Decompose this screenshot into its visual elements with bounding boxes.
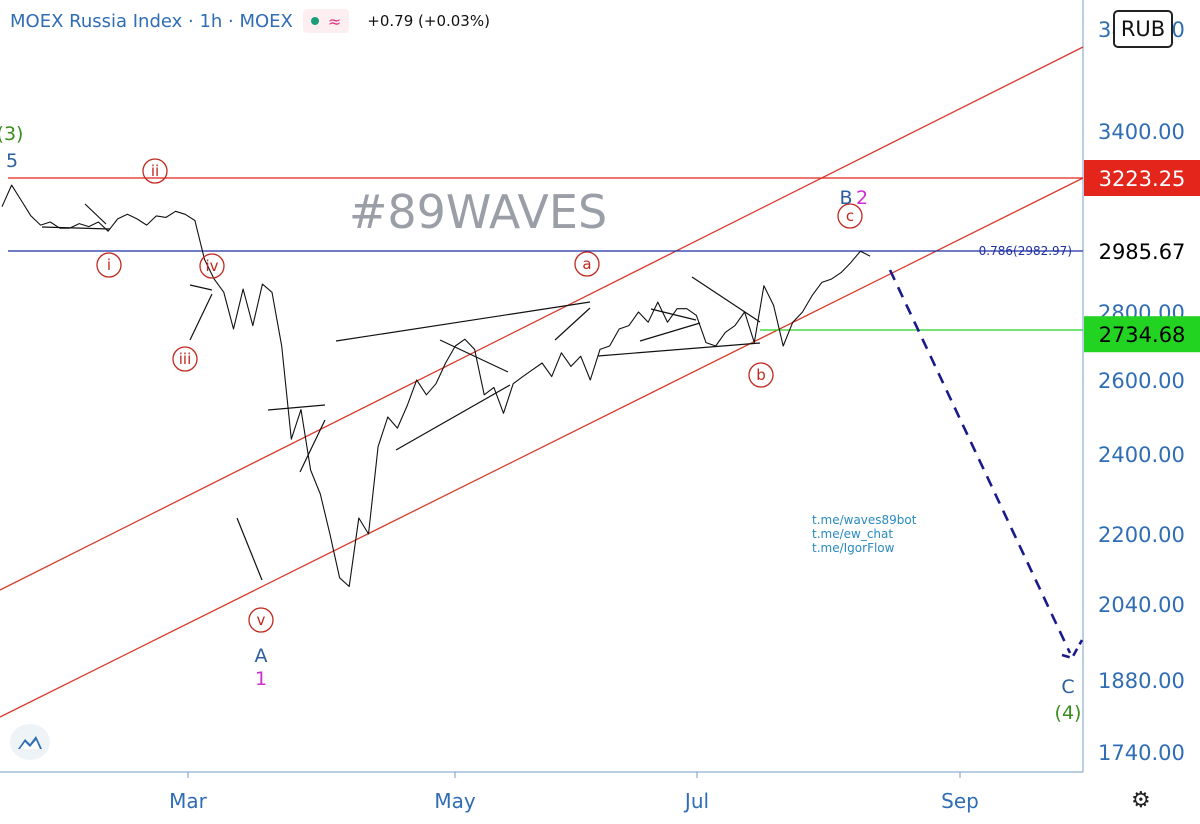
svg-text:ii: ii — [151, 162, 159, 180]
svg-text:a: a — [582, 255, 591, 273]
settings-gear-icon[interactable]: ⚙ — [1131, 788, 1151, 813]
market-status-pill[interactable]: ≈ — [302, 9, 350, 33]
watermark-text: #89WAVES — [349, 185, 607, 239]
wave-label: A — [255, 645, 268, 667]
chart-header: MOEX Russia Index · 1h · MOEX ≈ +0.79 (+… — [10, 9, 490, 33]
wave-label: a — [574, 251, 600, 277]
wave-label: 5 — [6, 150, 18, 172]
price-tag-label: 3223.25 — [1099, 167, 1186, 191]
price-line — [1, 184, 871, 588]
wave-label: 2 — [856, 187, 868, 209]
wave-label: B — [839, 187, 852, 209]
price-tag-label: 2734.68 — [1099, 323, 1186, 347]
price-tag-label: 2985.67 — [1099, 240, 1186, 264]
svg-text:(4): (4) — [1055, 702, 1082, 724]
delayed-data-icon: ≈ — [327, 11, 342, 31]
svg-text:2: 2 — [856, 187, 868, 209]
forecast-arrow-line — [888, 269, 1072, 654]
forecast-arrow-head — [1061, 639, 1084, 660]
price-tags: 3223.25 2985.67 2734.68 — [1084, 160, 1200, 353]
link-igorflow[interactable]: t.me/IgorFlow — [812, 541, 895, 555]
x-tick-mar: Mar — [169, 789, 208, 813]
wave-label: b — [748, 362, 774, 388]
svg-text:c: c — [846, 207, 854, 225]
y-tick-label: 2400.00 — [1098, 443, 1185, 467]
wave-label: c — [837, 203, 863, 229]
price-axis[interactable]: 3800.003400.002800.002600.002400.002200.… — [1098, 18, 1185, 765]
price-tag-box — [1084, 160, 1200, 196]
telegram-links: t.me/waves89bot t.me/ew_chat t.me/IgorFl… — [812, 513, 917, 555]
svg-text:iii: iii — [179, 350, 192, 368]
wave-label: (3) — [0, 123, 23, 145]
wave-label: i — [96, 252, 122, 278]
tradingview-logo-icon[interactable] — [10, 724, 50, 760]
y-tick-label: 3400.00 — [1098, 120, 1185, 144]
wave-label: 1 — [255, 668, 267, 690]
svg-text:i: i — [107, 256, 111, 274]
price-series-layer — [1, 184, 871, 588]
y-tick-label: 2600.00 — [1098, 369, 1185, 393]
link-waves89bot[interactable]: t.me/waves89bot — [812, 513, 917, 527]
svg-text:iv: iv — [205, 257, 218, 275]
symbol-title[interactable]: MOEX Russia Index · 1h · MOEX — [10, 10, 293, 32]
svg-text:5: 5 — [6, 150, 18, 172]
svg-text:1: 1 — [255, 668, 267, 690]
wave-label: iv — [199, 253, 225, 279]
svg-text:(3): (3) — [0, 123, 23, 145]
wave-label: C — [1061, 676, 1074, 698]
y-tick-label: 1740.00 — [1098, 741, 1185, 765]
svg-text:A: A — [255, 645, 268, 667]
upper-channel-line — [0, 46, 1084, 591]
x-tick-jul: Jul — [683, 789, 709, 813]
y-tick-label: 2200.00 — [1098, 523, 1185, 547]
wave-label: v — [248, 607, 274, 633]
svg-text:v: v — [257, 611, 266, 629]
price-tag-box — [1084, 233, 1200, 269]
svg-text:b: b — [756, 366, 766, 384]
link-ew-chat[interactable]: t.me/ew_chat — [812, 527, 893, 541]
wave-label: (4) — [1055, 702, 1082, 724]
x-tick-sep: Sep — [941, 789, 979, 813]
currency-button[interactable]: RUB — [1113, 10, 1173, 48]
svg-text:B: B — [839, 187, 852, 209]
price-tag-box — [1084, 316, 1200, 353]
price-change: +0.79 (+0.03%) — [367, 12, 490, 30]
fibonacci-label: 0.786(2982.97) — [979, 244, 1072, 258]
lower-channel-line — [0, 177, 1084, 718]
market-open-dot-icon — [310, 17, 319, 25]
svg-text:C: C — [1061, 676, 1074, 698]
y-tick-label: 2040.00 — [1098, 593, 1185, 617]
wave-label: iii — [172, 346, 198, 372]
y-tick-label: 1880.00 — [1098, 669, 1185, 693]
x-tick-may: May — [434, 789, 476, 813]
wave-label: ii — [142, 158, 168, 184]
time-axis[interactable]: Mar May Jul Sep — [169, 772, 979, 813]
